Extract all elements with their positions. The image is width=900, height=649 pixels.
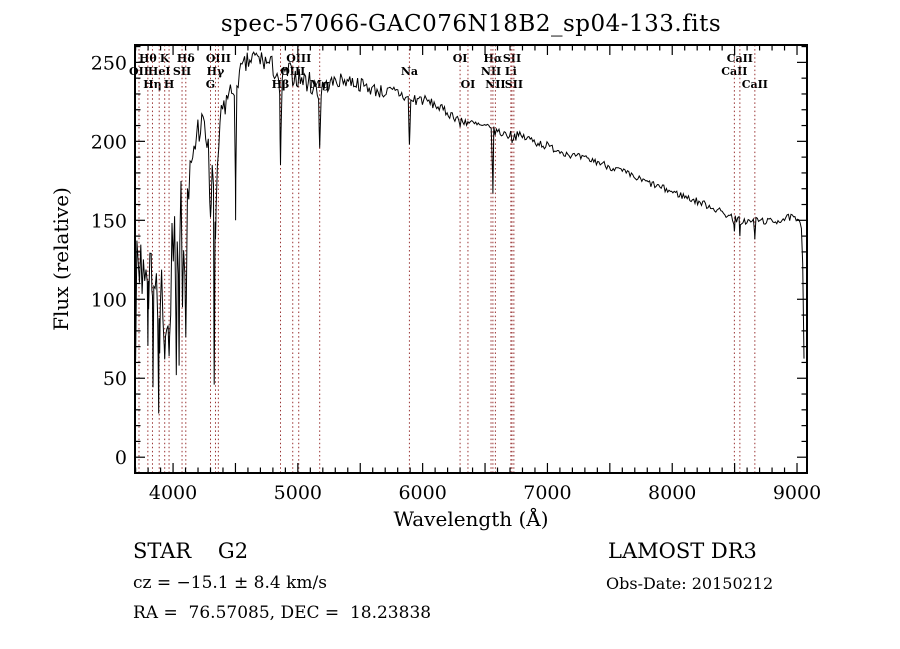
spectral-line-label: Hη <box>143 78 161 91</box>
spectrum-curve <box>135 51 805 414</box>
spectral-line-label: OI <box>461 78 476 91</box>
y-tick-label: 100 <box>91 289 127 311</box>
y-tick-label: 50 <box>103 368 127 390</box>
spectral-line-label: CaII <box>721 65 747 78</box>
x-axis-title: Wavelength (Å) <box>393 506 548 531</box>
spectral-line-label: Li <box>505 65 517 78</box>
obs-date-text: Obs-Date: 20150212 <box>606 574 774 593</box>
spectral-line-markers <box>138 45 756 473</box>
axes: 4000 5000 6000 7000 8000 9000 0 50 100 150 200 250 <box>91 44 821 504</box>
plot-border <box>134 44 808 474</box>
spectral-line-label: SII <box>173 65 191 78</box>
x-tick-label: 8000 <box>648 482 696 504</box>
y-axis-title: Flux (relative) <box>49 187 73 331</box>
object-class-text: STAR G2 <box>133 539 249 563</box>
survey-release-text: LAMOST DR3 <box>608 539 757 563</box>
ra-dec-text: RA = 76.57085, DEC = 18.23838 <box>133 603 432 623</box>
spectral-line-label: Na <box>401 65 418 78</box>
spectral-line-label: NII <box>481 65 501 78</box>
y-tick-label: 250 <box>91 52 127 74</box>
spectral-line-label: SII <box>505 78 523 91</box>
y-tick-label: 0 <box>115 447 127 469</box>
y-tick-label: 200 <box>91 131 127 153</box>
y-tick-label: 150 <box>91 210 127 232</box>
spectral-line-labels: OIIHθHηHeIKHSIIHδGHγOIIIHβOIIIOIIIMgNaOI… <box>129 52 768 91</box>
spectral-line-label: H <box>164 78 174 91</box>
x-tick-label: 4000 <box>149 482 197 504</box>
x-tick-label: 7000 <box>523 482 571 504</box>
x-tick-label: 5000 <box>274 482 322 504</box>
spectral-line-label: Hγ <box>207 65 225 78</box>
plot-title: spec-57066-GAC076N18B2_sp04-133.fits <box>220 11 722 37</box>
spectral-line-label: Hβ <box>272 78 290 91</box>
spectrum-plot: OIIHθHηHeIKHSIIHδGHγOIIIHβOIIIOIIIMgNaOI… <box>49 44 821 531</box>
spectral-line-label: CaII <box>742 78 768 91</box>
spectrum-path <box>135 51 805 414</box>
radial-velocity-text: cz = −15.1 ± 8.4 km/s <box>133 573 327 593</box>
x-tick-label: 6000 <box>398 482 446 504</box>
spectral-line-label: G <box>206 78 215 91</box>
x-tick-label: 9000 <box>773 482 821 504</box>
spectral-line-label: NII <box>485 78 505 91</box>
